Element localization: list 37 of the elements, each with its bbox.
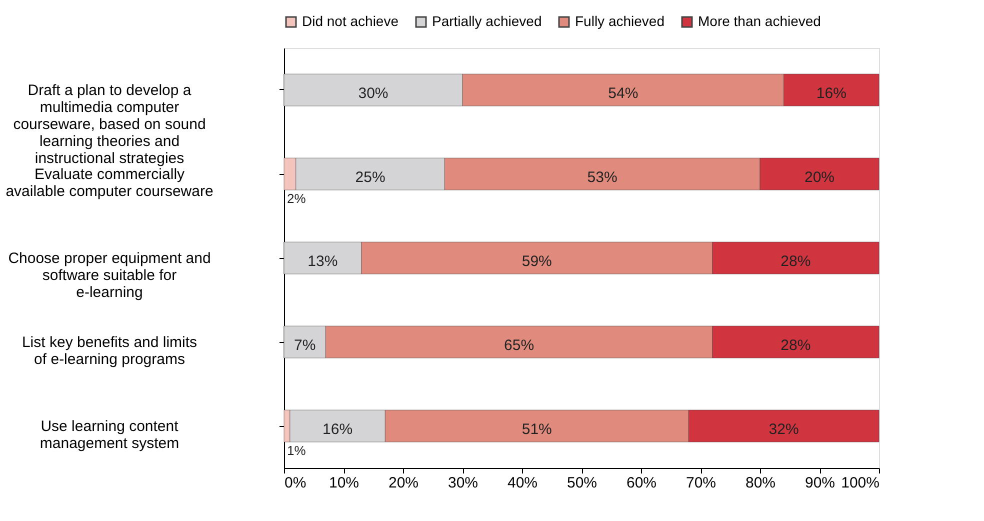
- y-tick-label: Draft a plan to develop a multimedia computer courseware, based on sound learning theories and instructional strategies: [13, 82, 206, 167]
- data-label: 28%: [780, 337, 811, 354]
- x-tick-label: 70%: [686, 474, 716, 492]
- x-tick-label: 90%: [804, 474, 836, 492]
- legend-label: More than achieved: [698, 13, 821, 29]
- legend-label: Fully achieved: [575, 13, 664, 29]
- y-tick-label: List key benefits and limits of e-learning programs: [22, 334, 198, 368]
- x-tick-label: 40%: [507, 474, 538, 492]
- data-label: 25%: [355, 169, 386, 186]
- data-label: 13%: [308, 253, 338, 270]
- x-tick-label: 10%: [328, 474, 360, 492]
- data-label: 16%: [322, 421, 353, 438]
- data-label: 28%: [780, 253, 811, 270]
- data-label: 2%: [287, 191, 306, 206]
- data-label: 51%: [522, 421, 552, 438]
- x-tick-label: 0%: [284, 474, 306, 492]
- y-tick-label: Choose proper equipment and software suitable for e-learning: [8, 250, 211, 301]
- x-tick-label: 100%: [841, 474, 880, 492]
- data-label: 59%: [522, 253, 552, 270]
- y-tick-label: Evaluate commercially available computer courseware: [6, 166, 214, 200]
- legend-label: Partially achieved: [432, 13, 542, 29]
- y-tick-label: Use learning content management system: [40, 418, 180, 452]
- data-label: 65%: [504, 337, 534, 354]
- data-label: 54%: [608, 85, 638, 102]
- data-label: 32%: [768, 421, 799, 438]
- data-label: 1%: [287, 443, 306, 458]
- x-tick-label: 20%: [388, 474, 419, 492]
- x-tick-label: 30%: [448, 474, 478, 492]
- data-label: 53%: [587, 169, 618, 186]
- data-label: 20%: [804, 169, 835, 186]
- legend-label: Did not achieve: [302, 13, 399, 29]
- data-label: 16%: [816, 85, 846, 102]
- data-label: 7%: [294, 337, 316, 354]
- data-label: 30%: [358, 85, 388, 102]
- x-tick-label: 50%: [566, 474, 598, 492]
- x-tick-label: 80%: [745, 474, 776, 492]
- x-tick-label: 60%: [626, 474, 657, 492]
